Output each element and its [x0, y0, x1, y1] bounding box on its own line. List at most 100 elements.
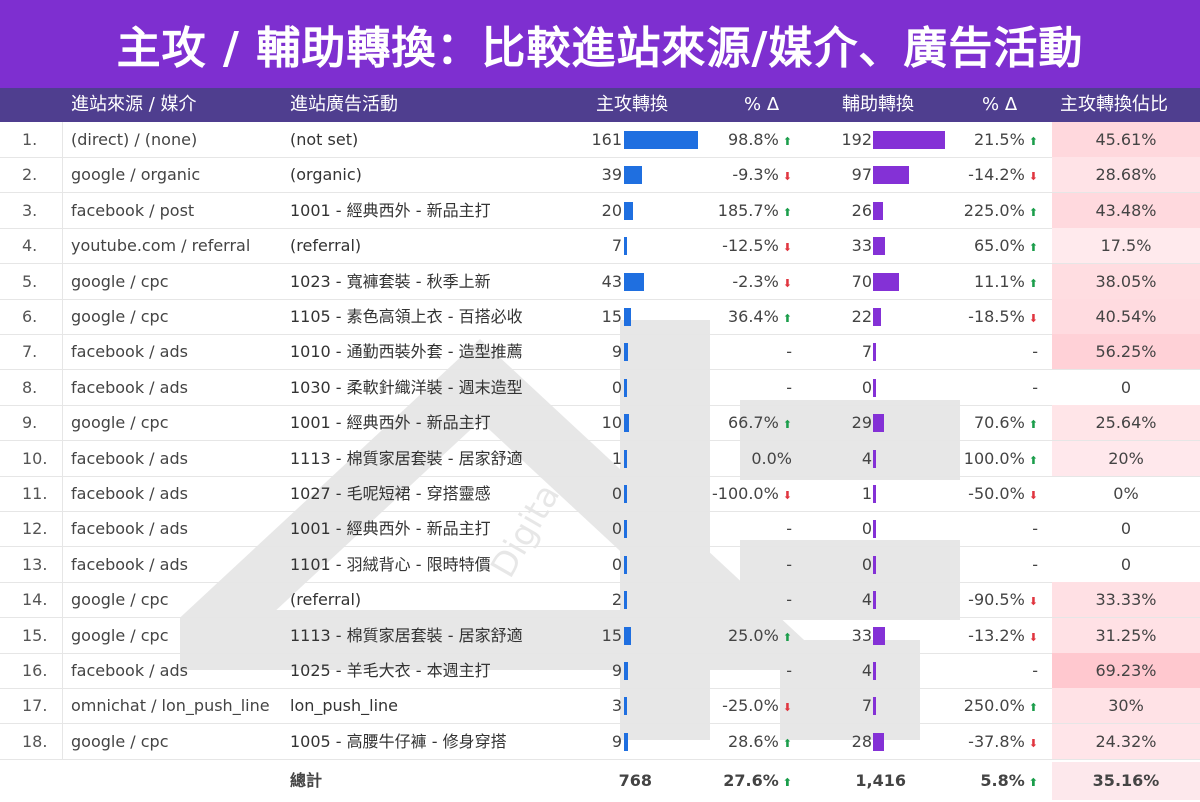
primary-bar	[624, 272, 644, 291]
table-row[interactable]: 4. youtube.com / referral (referral) 7 -12.5…	[0, 228, 1200, 265]
primary-bar	[624, 449, 627, 468]
table-row[interactable]: 11. facebook / ads 1027 - 毛呢短裙 - 穿搭靈感 0 -100…	[0, 476, 1200, 512]
row-ratio: 0	[1120, 519, 1132, 539]
row-ratio: 0	[1120, 554, 1132, 574]
row-campaign: 1005 - 高腰牛仔褲 - 修身穿搭	[290, 731, 507, 751]
table-row[interactable]: 1. (direct) / (none) (not set) 161 98.8% ⬆ 192…	[0, 122, 1200, 158]
row-assist-change: 70.6% ⬆	[950, 405, 1038, 440]
table-row[interactable]: 3. facebook / post 1001 - 經典西外 - 新品主打 20 185…	[0, 192, 1200, 229]
assist-bar	[873, 378, 876, 397]
table-row[interactable]: 8. facebook / ads 1030 - 柔軟針織洋裝 - 週末造型 0 - 0 -…	[0, 370, 1200, 406]
table-row[interactable]: 16. facebook / ads 1025 - 羊毛大衣 - 本週主打 9-4-6…	[0, 653, 1200, 689]
row-primary-change-value: 28.6%	[727, 731, 779, 751]
arrow-up-icon: ⬆	[782, 776, 792, 789]
arrow-down-icon: ⬇	[1028, 312, 1038, 325]
header-primary-change[interactable]: % Δ	[744, 94, 780, 115]
header-assist[interactable]: 輔助轉換	[842, 94, 914, 115]
row-primary: 43	[601, 271, 622, 291]
primary-bar	[624, 591, 627, 610]
row-assist-change: -	[950, 511, 1038, 546]
row-assist-change: 21.5% ⬆	[950, 122, 1038, 157]
table-row[interactable]: 15. google / cpc 1113 - 棉質家居套裝 - 居家舒適 15 25.…	[0, 617, 1200, 654]
row-assist-change-value: 225.0%	[963, 200, 1025, 220]
row-assist-change: -	[950, 370, 1038, 405]
assist-bar	[873, 166, 909, 185]
table-row[interactable]: 12. facebook / ads 1001 - 經典西外 - 新品主打 0 - 0 - 0	[0, 511, 1200, 548]
arrow-up-icon: ⬆	[1028, 205, 1038, 219]
row-primary-change: 66.7% ⬆	[700, 405, 792, 440]
row-campaign: 1030 - 柔軟針織洋裝 - 週末造型	[290, 377, 523, 397]
arrow-up-icon: ⬆	[782, 418, 792, 432]
assist-bar	[873, 732, 884, 751]
row-assist-change: 11.1% ⬆	[950, 264, 1038, 299]
table-row[interactable]: 18. google / cpc 1005 - 高腰牛仔褲 - 修身穿搭 9 28.6%…	[0, 723, 1200, 760]
total-assist: 1,416	[855, 771, 906, 790]
row-assist-change-value: -	[1032, 519, 1038, 539]
page-title: 主攻 / 輔助轉換：比較進站來源/媒介、廣告活動	[0, 0, 1200, 88]
row-index: 8.	[22, 377, 38, 397]
table-row[interactable]: 13. facebook / ads 1101 - 羽絨背心 - 限時特價 0 - 0 - 0	[0, 547, 1200, 583]
row-primary-change: -100.0% ⬇	[700, 476, 792, 511]
arrow-up-icon: ⬆	[782, 312, 792, 325]
arrow-down-icon: ⬇	[1028, 736, 1038, 750]
arrow-down-icon: ⬇	[1028, 595, 1038, 609]
header-assist-change[interactable]: % Δ	[982, 94, 1018, 115]
row-primary: 0	[611, 519, 622, 539]
arrow-up-icon: ⬆	[1028, 453, 1038, 467]
header-source[interactable]: 進站來源 / 媒介	[71, 94, 197, 115]
row-primary-change: -	[700, 334, 792, 369]
row-assist: 22	[851, 307, 872, 326]
row-campaign: 1113 - 棉質家居套裝 - 居家舒適	[290, 448, 523, 468]
row-assist: 192	[841, 130, 872, 149]
row-primary-change-value: -	[786, 554, 792, 574]
row-assist-change: -13.2% ⬇	[950, 618, 1038, 653]
table-row[interactable]: 2. google / organic (organic) 39 -9.3% ⬇ 97 -14…	[0, 157, 1200, 194]
assist-bar	[873, 131, 945, 149]
header-campaign[interactable]: 進站廣告活動	[290, 94, 398, 115]
row-assist: 26	[851, 200, 872, 220]
row-assist-change-value: -37.8%	[968, 731, 1025, 751]
table-row[interactable]: 5. google / cpc 1023 - 寬褲套裝 - 秋季上新 43 -2.3% ⬇…	[0, 263, 1200, 300]
row-primary: 0	[611, 484, 622, 503]
row-assist-change: 65.0% ⬆	[950, 228, 1038, 263]
arrow-down-icon: ⬇	[782, 489, 792, 502]
table-row[interactable]: 17. omnichat / lon_push_line lon_push_line…	[0, 688, 1200, 725]
row-primary: 161	[591, 130, 622, 149]
header-primary[interactable]: 主攻轉換	[596, 94, 668, 115]
arrow-up-icon: ⬆	[1028, 276, 1038, 290]
row-assist: 33	[851, 236, 872, 256]
row-primary: 1	[611, 448, 622, 468]
arrow-up-icon: ⬆	[1028, 776, 1038, 789]
table-row[interactable]: 9. google / cpc 1001 - 經典西外 - 新品主打 10 66.7% ⬆…	[0, 405, 1200, 442]
row-assist-change: -50.0% ⬇	[950, 476, 1038, 511]
row-assist-change-value: 11.1%	[973, 271, 1025, 291]
header-ratio[interactable]: 主攻轉換佔比	[1060, 94, 1168, 115]
table-row[interactable]: 6. google / cpc 1105 - 素色高領上衣 - 百搭必收 15 36.4…	[0, 299, 1200, 335]
row-campaign: 1010 - 通勤西裝外套 - 造型推薦	[290, 342, 523, 362]
row-campaign: 1101 - 羽絨背心 - 限時特價	[290, 554, 491, 574]
row-primary-change-value: -	[786, 590, 792, 610]
row-assist: 29	[851, 413, 872, 433]
row-campaign: (referral)	[290, 236, 362, 256]
row-ratio: 0	[1120, 377, 1132, 397]
row-index: 5.	[22, 271, 38, 291]
total-label: 總計	[290, 771, 323, 790]
row-index: 2.	[22, 165, 38, 185]
row-index: 18.	[22, 731, 48, 751]
row-primary-change: 185.7% ⬆	[700, 193, 792, 228]
row-ratio: 33.33%	[1052, 582, 1200, 618]
table-row[interactable]: 10. facebook / ads 1113 - 棉質家居套裝 - 居家舒適 1 0.…	[0, 440, 1200, 477]
table-row[interactable]: 7. facebook / ads 1010 - 通勤西裝外套 - 造型推薦 9 - 7 -…	[0, 334, 1200, 371]
assist-bar	[873, 626, 885, 645]
row-assist-change-value: 250.0%	[963, 696, 1025, 716]
row-assist: 70	[851, 271, 872, 291]
arrow-down-icon: ⬇	[782, 241, 792, 255]
row-campaign: 1113 - 棉質家居套裝 - 居家舒適	[290, 625, 523, 645]
total-primary-change: 27.6% ⬆	[700, 762, 792, 800]
table-row[interactable]: 14. google / cpc (referral) 2 - 4 -90.5% ⬇ 33.33…	[0, 582, 1200, 619]
row-primary-change-value: -	[786, 377, 792, 397]
row-primary-change-value: -2.3%	[732, 271, 779, 291]
row-primary: 0	[611, 377, 622, 397]
primary-bar	[624, 662, 628, 680]
row-assist-change: 250.0% ⬆	[950, 688, 1038, 723]
